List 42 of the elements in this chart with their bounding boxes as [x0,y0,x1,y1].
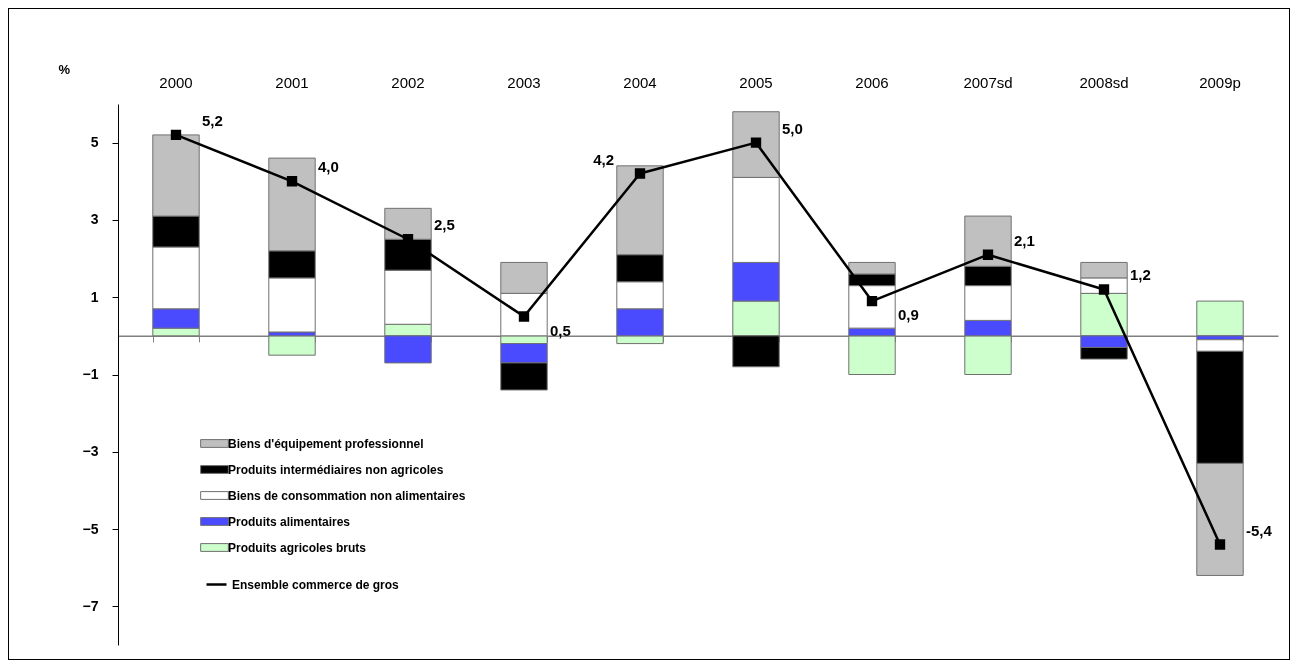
point [750,137,762,148]
data-label: 2,5 [434,216,455,234]
x-tick-label: 2002 [391,73,425,91]
bar [268,335,316,356]
point [170,129,182,141]
data-label: -5,4 [1246,521,1273,539]
x-tick-label: 2009p [1199,73,1241,91]
y-axis-title: % [58,61,71,77]
legend-label: Produits agricoles bruts [228,540,367,555]
point [982,249,994,260]
y-tick-label: −7 [82,597,99,614]
y-tick-label: −5 [82,520,99,537]
x-tick-label: 2005 [739,73,773,91]
point [634,168,646,179]
data-label: 4,0 [318,158,339,176]
legend-label: Biens de consommation non alimentaires [228,488,466,503]
x-tick-label: 2008sd [1079,73,1129,91]
legend-label: Produits intermédiaires non agricoles [228,462,444,477]
point [1214,539,1226,550]
x-tick-label: 2007sd [963,73,1013,91]
y-tick-label: −1 [82,366,99,382]
y-tick-label: 3 [90,211,99,228]
y-tick-label: 1 [90,288,99,305]
legend-label: Produits alimentaires [228,514,351,529]
legend-label: Ensemble commerce de gros [232,577,400,592]
y-tick-label: −3 [82,443,99,460]
data-label: 1,2 [1130,266,1151,284]
data-label: 0,9 [898,306,919,324]
bar [1196,300,1244,337]
data-label: 5,0 [782,119,803,137]
x-tick-label: 2004 [623,73,657,91]
point [286,176,298,187]
data-label: 4,2 [593,150,614,168]
x-tick-label: 2006 [855,73,889,91]
data-label: 0,5 [550,321,571,339]
x-tick-label: 2001 [275,73,309,91]
x-tick-label: 2003 [507,73,541,91]
data-label: 2,1 [1014,231,1035,249]
data-label: 5,2 [202,111,223,129]
legend-label: Biens d'équipement professionnel [228,436,424,451]
x-tick-label: 2000 [159,73,193,91]
y-tick-label: 5 [90,134,99,151]
